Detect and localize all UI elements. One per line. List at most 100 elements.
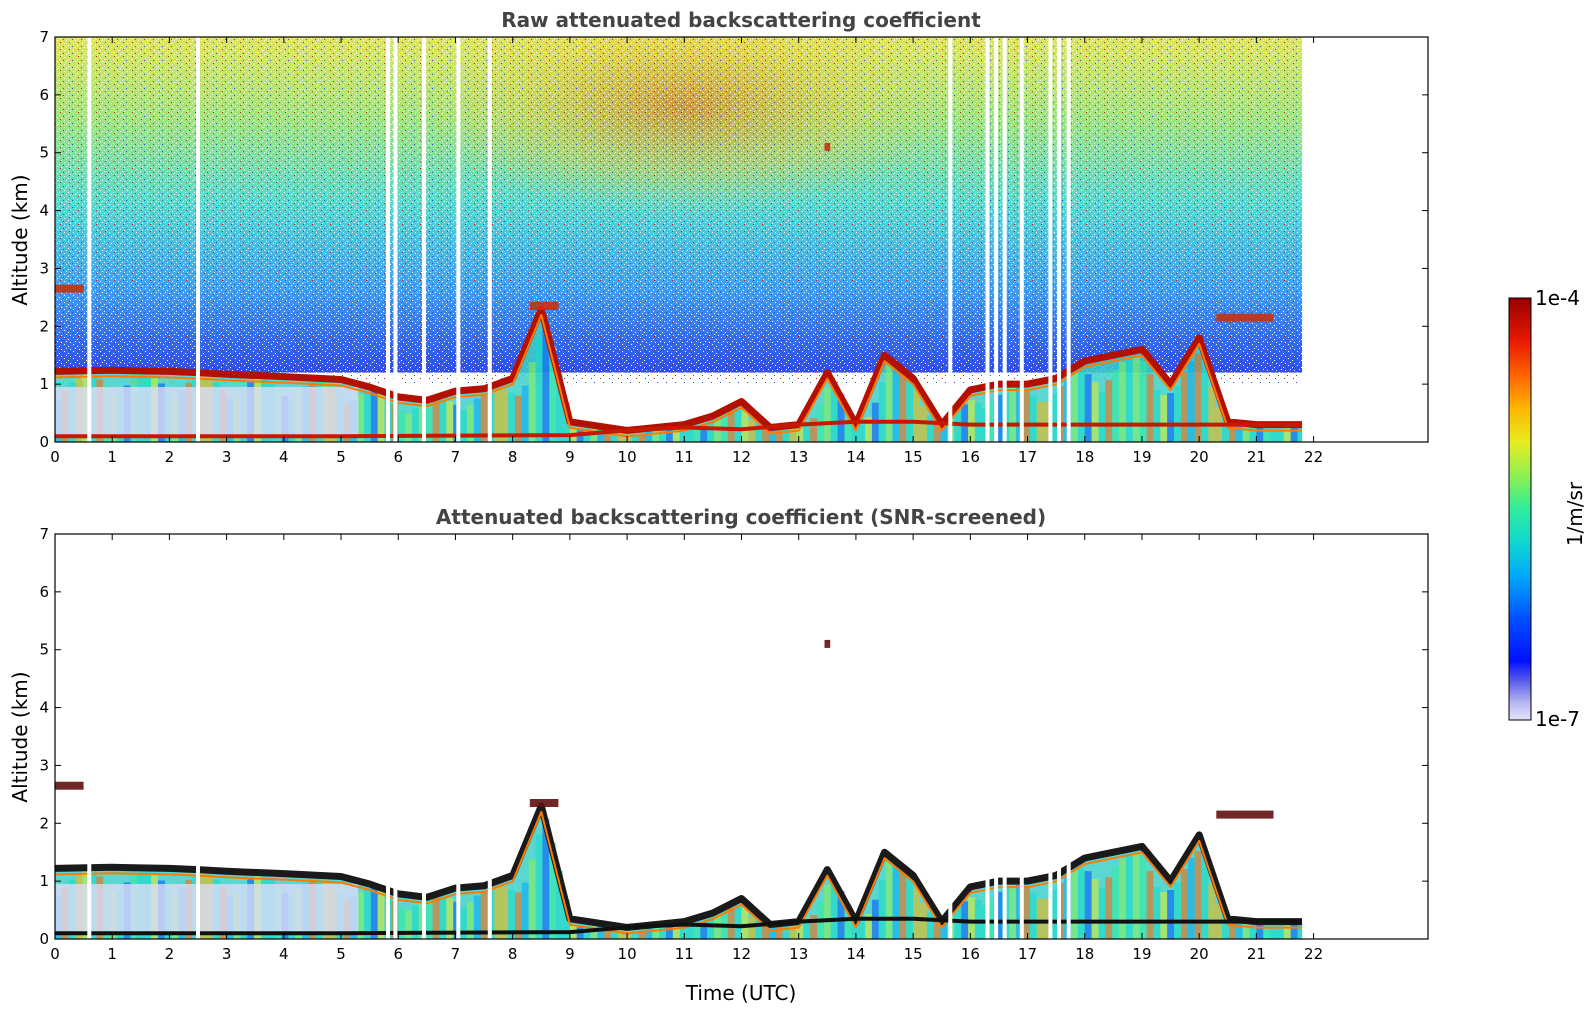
mixed-layer-column	[755, 919, 763, 939]
elevated-aerosol-layer	[1216, 810, 1274, 819]
data-gap	[422, 534, 426, 939]
x-tick-label: 12	[732, 945, 751, 963]
chart-title: Attenuated backscattering coefficient (S…	[436, 505, 1046, 529]
mixed-layer-column	[549, 345, 557, 442]
mixed-layer-column	[1105, 877, 1113, 939]
mixed-layer-column	[494, 885, 502, 939]
mixed-layer-column	[604, 427, 612, 442]
mixed-layer-column	[748, 916, 756, 939]
mixed-layer-column	[1194, 354, 1202, 442]
mixed-layer-column	[878, 879, 886, 939]
mixed-layer-column	[906, 877, 914, 939]
x-tick-label: 2	[165, 448, 175, 466]
mixed-layer-column	[1235, 424, 1243, 442]
mixed-layer-column	[844, 406, 852, 442]
x-tick-label: 17	[1018, 448, 1037, 466]
mixed-layer-column	[1036, 898, 1044, 939]
mixed-layer-column	[528, 859, 536, 939]
no-data-region	[1302, 37, 1428, 442]
mixed-layer-column	[1263, 428, 1271, 442]
mixed-layer-column	[466, 405, 474, 442]
mixed-layer-column	[892, 863, 900, 939]
mixed-layer-column	[782, 427, 790, 442]
y-tick-label: 2	[39, 317, 49, 335]
data-gap	[87, 534, 92, 939]
mixed-layer-column	[995, 891, 1003, 939]
mixed-layer-column	[638, 930, 646, 939]
mixed-layer-column	[1270, 927, 1277, 939]
mixed-layer-column	[1036, 401, 1044, 442]
mixed-layer-column	[926, 415, 934, 442]
x-tick-label: 7	[451, 448, 461, 466]
mixed-layer-column	[556, 870, 563, 939]
y-tick-label: 7	[39, 525, 49, 543]
mixed-layer-column	[837, 393, 845, 442]
x-tick-label: 14	[846, 448, 865, 466]
mixed-layer-column	[672, 427, 680, 442]
data-gap	[487, 37, 492, 442]
mixed-layer-column	[899, 868, 907, 939]
mixed-layer-column	[528, 362, 536, 442]
no-data-region	[1302, 534, 1428, 939]
mixed-layer-column	[425, 403, 433, 442]
y-tick-label: 2	[39, 814, 49, 832]
boundary-layer-top	[55, 305, 1303, 434]
mixed-layer-column	[398, 908, 406, 939]
mixed-layer-column	[1283, 428, 1291, 442]
surface-layer	[55, 916, 1303, 936]
mixed-layer-column	[480, 393, 488, 442]
y-tick-label: 4	[39, 699, 49, 717]
mixed-layer-column	[1009, 884, 1017, 939]
mixed-layer-column	[1112, 369, 1120, 442]
y-tick-label: 0	[39, 930, 49, 948]
x-tick-label: 3	[222, 448, 232, 466]
colorbar: 1e-4 1e-7 1/m/sr	[1508, 286, 1587, 731]
data-gap	[1048, 534, 1053, 939]
mixed-layer-column	[940, 425, 948, 442]
mixed-layer-column	[741, 410, 749, 442]
mixed-layer-column	[1167, 393, 1174, 442]
mixed-layer-column	[727, 410, 735, 442]
y-tick-label: 3	[39, 756, 49, 774]
mixed-layer-column	[1249, 922, 1257, 939]
mixed-layer-column	[1146, 871, 1154, 939]
mixed-layer-column	[405, 413, 412, 442]
mixed-layer-column	[769, 925, 776, 939]
data-gap	[994, 37, 999, 442]
mixed-layer-column	[604, 924, 612, 939]
mixed-layer-column	[1194, 851, 1202, 939]
boundary-layer-edge	[55, 313, 1303, 438]
mixed-layer-column	[885, 861, 893, 939]
data-gap	[1002, 37, 1007, 442]
chart-panel-raw: Raw attenuated backscattering coefficien…	[8, 8, 1429, 466]
mixed-layer-column	[1208, 883, 1216, 939]
mixed-layer-column	[515, 892, 522, 939]
data-gap	[948, 37, 953, 442]
mixed-layer-column	[1077, 371, 1085, 442]
data-gap	[1048, 37, 1053, 442]
mixed-layer-column	[796, 428, 804, 442]
mixed-layer-column	[775, 427, 783, 442]
elevated-aerosol-layer	[55, 781, 84, 790]
mixed-layer-column	[473, 398, 481, 442]
mixed-layer-column	[1132, 357, 1140, 442]
data-gap	[456, 37, 461, 442]
mixed-layer-column	[1222, 911, 1229, 939]
mixed-layer-column	[823, 884, 831, 939]
x-tick-label: 11	[675, 448, 694, 466]
data-gap	[393, 534, 398, 939]
y-tick-label: 6	[39, 583, 49, 601]
mixed-layer-column	[679, 428, 687, 442]
mixed-layer-column	[1174, 386, 1181, 442]
mixed-layer-column	[1256, 923, 1264, 939]
mixed-layer-column	[1132, 854, 1140, 939]
mixed-layer-column	[652, 429, 660, 442]
mixed-layer-column	[1283, 925, 1291, 939]
mixed-layer-column	[446, 401, 454, 442]
elevated-aerosol-layer	[55, 284, 84, 293]
mixed-layer-column	[370, 390, 378, 442]
x-tick-label: 19	[1132, 945, 1151, 963]
mixed-layer-column	[1071, 870, 1078, 939]
x-tick-label: 4	[279, 945, 289, 963]
mixed-layer-column	[363, 391, 371, 442]
